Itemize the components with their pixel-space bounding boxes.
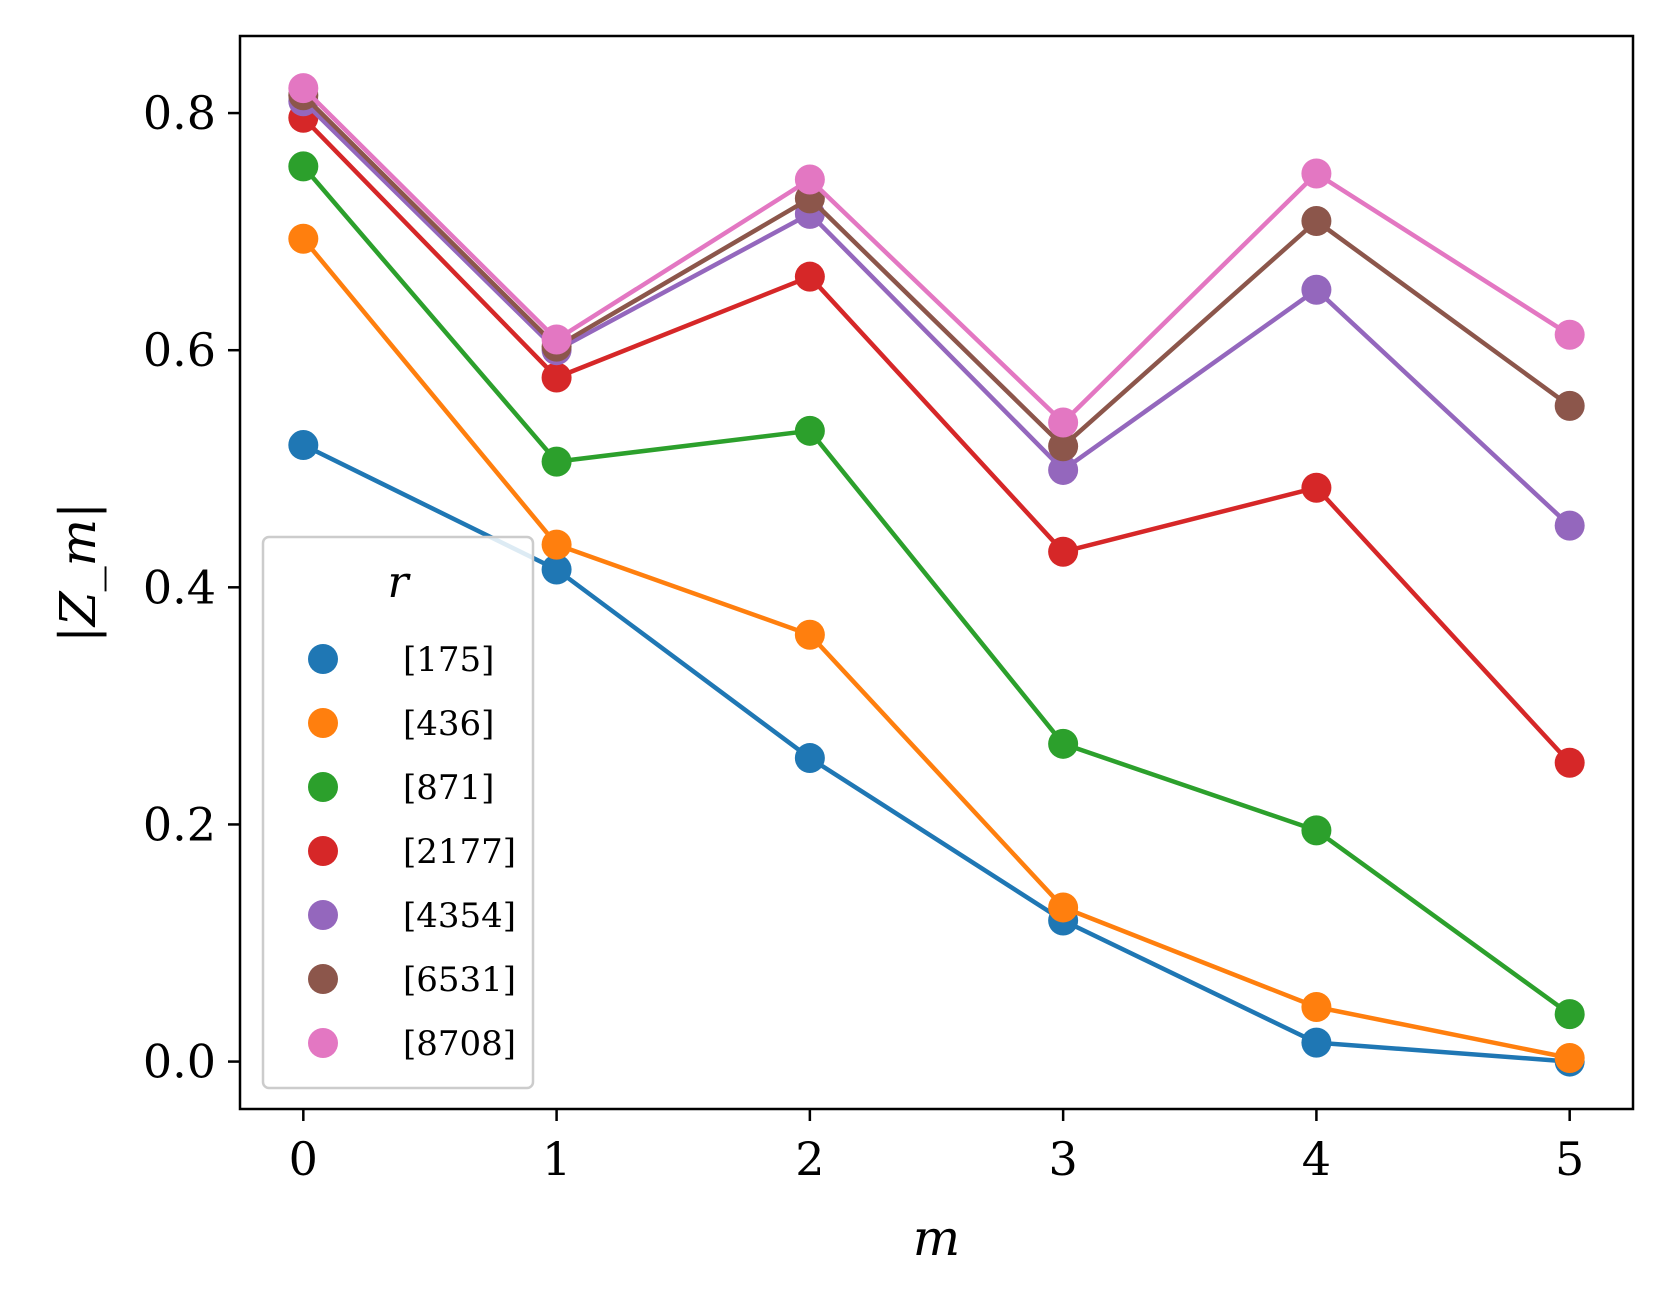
data-point (794, 164, 825, 195)
data-point (1554, 1043, 1585, 1074)
data-point (1554, 510, 1585, 541)
legend-label: [4354] (403, 896, 516, 936)
data-point (1301, 158, 1332, 189)
data-point (1048, 454, 1079, 485)
legend-title: r (387, 557, 411, 608)
series-2177 (288, 102, 1585, 778)
axis-ticks: 0 1 2 3 4 5 0.0 0.2 0.4 0.6 0.8 (143, 86, 1584, 1186)
series-871 (288, 151, 1585, 1030)
data-point (1048, 728, 1079, 759)
y-axis-label: |Z_m| (49, 502, 107, 643)
plot-area (288, 73, 1585, 1077)
legend-item: [175] (308, 640, 494, 680)
legend-label: [436] (403, 704, 494, 744)
data-point (541, 446, 572, 477)
legend-marker (308, 900, 338, 930)
axes-frame (238, 34, 1635, 1111)
x-tick-label: 2 (795, 1132, 824, 1186)
series-line (301, 86, 1571, 425)
legend-item: [871] (308, 768, 494, 808)
legend-item: [436] (308, 704, 494, 744)
data-point (288, 151, 319, 182)
data-point (1301, 205, 1332, 236)
data-point (1048, 536, 1079, 567)
legend-item: [8708] (308, 1024, 516, 1064)
data-point (794, 261, 825, 292)
data-point (1048, 431, 1079, 462)
series-8708 (288, 73, 1585, 438)
data-point (1301, 472, 1332, 503)
legend-marker (308, 1028, 338, 1058)
data-point (794, 415, 825, 446)
data-point (1048, 407, 1079, 438)
legend-marker (308, 964, 338, 994)
y-tick-label: 0.4 (143, 560, 216, 614)
series-line (301, 237, 1571, 1061)
series-436 (288, 223, 1585, 1074)
data-point (1301, 274, 1332, 305)
legend-label: [6531] (403, 960, 516, 1000)
legend-marker (308, 836, 338, 866)
data-point (541, 362, 572, 393)
y-tick-label: 0.8 (143, 86, 216, 140)
legend-item: [6531] (308, 960, 516, 1000)
y-axis-label-text: |Z_m| (49, 502, 107, 643)
data-point (288, 430, 319, 461)
legend-marker (308, 644, 338, 674)
legend-label: [8708] (403, 1024, 516, 1064)
data-point (288, 73, 319, 104)
x-tick-label: 4 (1302, 1132, 1331, 1186)
x-tick-label: 5 (1555, 1132, 1584, 1186)
data-point (794, 743, 825, 774)
legend: r [175] [436] [871] [2177] [4354] [6531] [8708… (261, 535, 535, 1090)
legend-marker (308, 772, 338, 802)
x-tick-label: 1 (542, 1132, 571, 1186)
data-point (541, 529, 572, 560)
series-line (301, 116, 1572, 765)
data-point (1554, 999, 1585, 1030)
data-point (541, 324, 572, 355)
series-6531 (288, 80, 1585, 462)
legend-marker (308, 708, 338, 738)
legend-item: [4354] (308, 896, 516, 936)
series-line (301, 93, 1572, 449)
legend-label: [175] (403, 640, 494, 680)
data-point (1554, 747, 1585, 778)
y-tick-label: 0.0 (143, 1035, 216, 1089)
data-point (288, 223, 319, 254)
x-axis-label: m (913, 1209, 960, 1267)
data-point (794, 619, 825, 650)
data-point (1301, 1027, 1332, 1058)
data-point (1554, 319, 1585, 350)
y-tick-label: 0.2 (143, 797, 216, 851)
legend-label: [2177] (403, 832, 516, 872)
x-tick-label: 0 (289, 1132, 318, 1186)
series-4354 (288, 86, 1585, 541)
data-point (1301, 815, 1332, 846)
data-point (1048, 892, 1079, 923)
legend-label: [871] (403, 768, 494, 808)
series-line (301, 164, 1572, 1016)
series-line (301, 99, 1572, 528)
data-point (541, 554, 572, 585)
data-point (1554, 390, 1585, 421)
legend-box (261, 535, 535, 1090)
data-point (1301, 992, 1332, 1023)
y-tick-label: 0.6 (143, 323, 216, 377)
x-tick-label: 3 (1048, 1132, 1077, 1186)
legend-item: [2177] (308, 832, 516, 872)
